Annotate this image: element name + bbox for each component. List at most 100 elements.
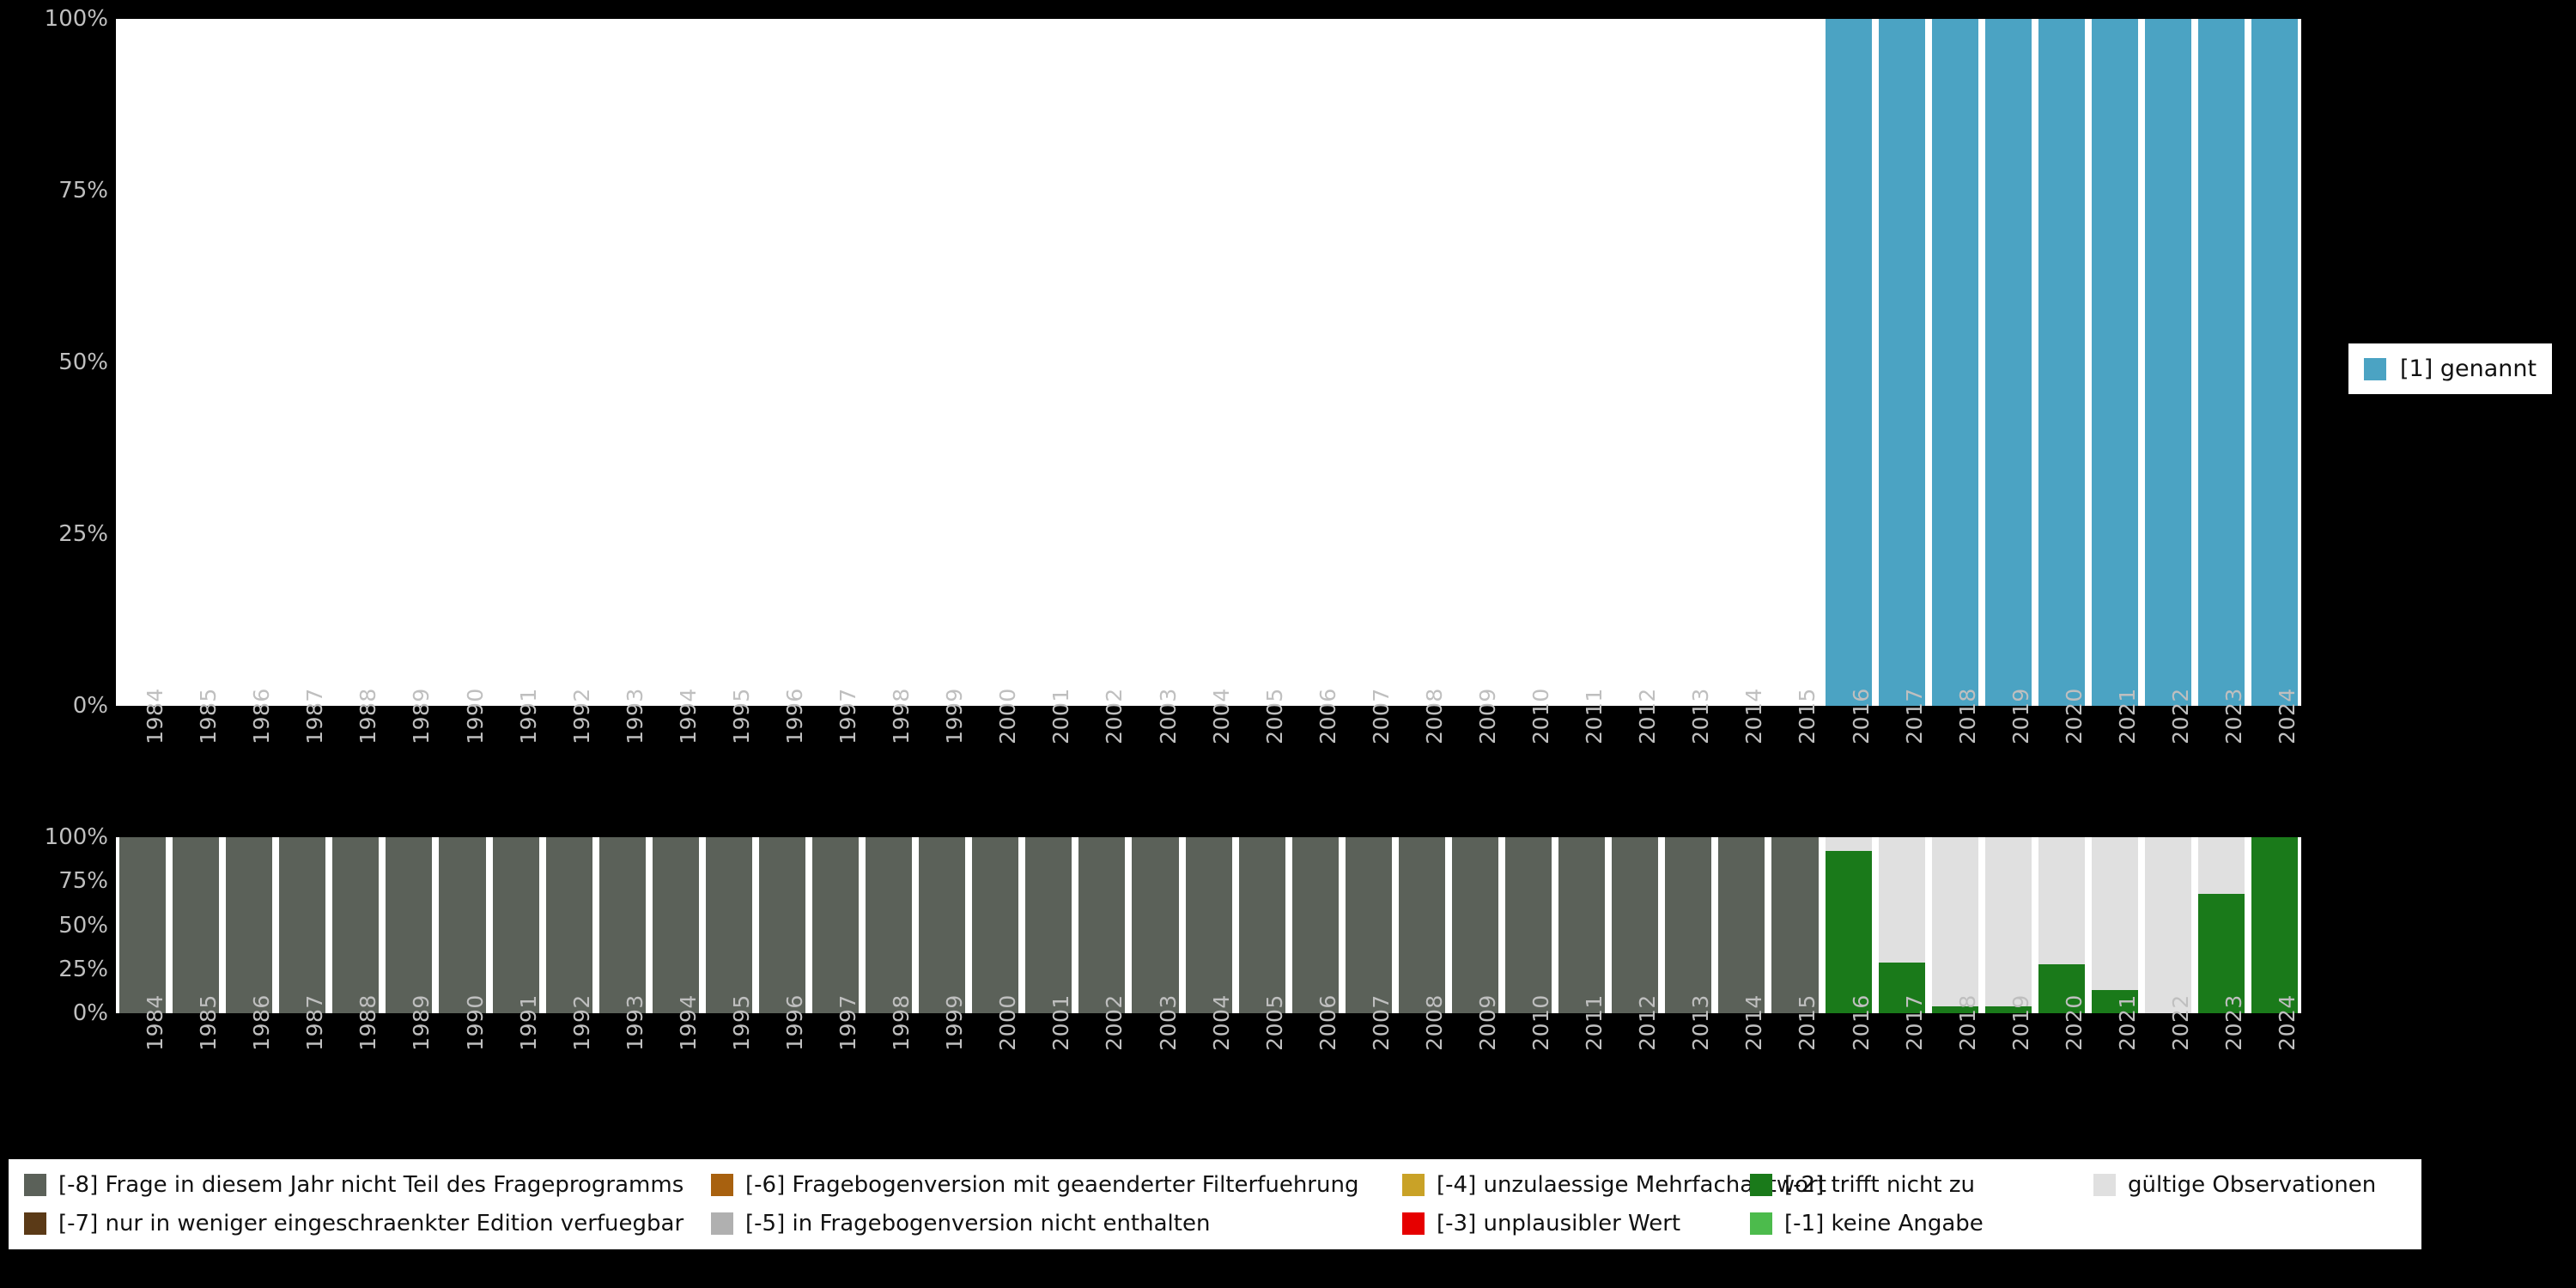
x-tick-label: 1990 xyxy=(462,688,488,744)
bar-segment xyxy=(812,837,860,1013)
bar-column xyxy=(596,837,649,1013)
bar-column xyxy=(649,837,702,1013)
x-tick: 2011 xyxy=(1555,994,1608,1121)
legend-label: gültige Observationen xyxy=(2128,1172,2377,1199)
x-tick: 2024 xyxy=(2248,994,2301,1121)
bar-segment xyxy=(2038,19,2085,706)
bar-segment xyxy=(1238,837,1285,1013)
x-tick-label: 1998 xyxy=(889,688,914,744)
x-tick: 1991 xyxy=(489,688,543,814)
bar-column xyxy=(1289,19,1342,706)
x-tick-label: 1986 xyxy=(249,994,275,1051)
bar-column xyxy=(1075,19,1128,706)
x-tick: 1991 xyxy=(489,994,543,1121)
x-tick-label: 2002 xyxy=(1102,688,1127,744)
x-tick-label: 2002 xyxy=(1102,994,1127,1051)
bar-stack xyxy=(1931,837,1978,1013)
x-tick-label: 2004 xyxy=(1208,994,1234,1051)
bar-segment xyxy=(2038,963,2085,1013)
x-tick: 1986 xyxy=(222,688,276,814)
bar-stack xyxy=(1185,837,1232,1013)
bar-column xyxy=(222,837,276,1013)
bar-stack xyxy=(1718,837,1765,1013)
bar-segment xyxy=(2091,837,2138,991)
x-tick-label: 2023 xyxy=(2221,994,2247,1051)
legend-item: [-3] unplausibler Wert xyxy=(1402,1211,1750,1236)
x-tick: 2018 xyxy=(1929,994,1982,1121)
bar-column xyxy=(1715,19,1768,706)
x-tick-label: 2024 xyxy=(2275,688,2300,744)
x-tick-label: 2001 xyxy=(1048,994,1074,1051)
bar-segment xyxy=(1451,837,1499,1013)
bar-stack xyxy=(1505,19,1552,706)
bar-segment xyxy=(1291,837,1339,1013)
bar-column xyxy=(276,837,329,1013)
bar-stack xyxy=(1025,837,1072,1013)
x-tick: 1997 xyxy=(809,994,862,1121)
bar-segment xyxy=(119,837,167,1013)
bar-stack xyxy=(866,837,913,1013)
x-tick-label: 2013 xyxy=(1688,688,1714,744)
x-tick-label: 1987 xyxy=(302,994,328,1051)
bar-stack xyxy=(173,837,220,1013)
x-tick-label: 2010 xyxy=(1528,688,1554,744)
x-tick-label: 2011 xyxy=(1582,994,1607,1051)
bar-column xyxy=(1715,837,1768,1013)
bar-stack xyxy=(1718,19,1765,706)
bar-stack xyxy=(1292,19,1339,706)
x-tick: 2006 xyxy=(1289,688,1342,814)
x-tick-label: 1997 xyxy=(835,688,861,744)
x-tick-label: 2020 xyxy=(2061,994,2087,1051)
bar-column xyxy=(1449,837,1502,1013)
bar-column xyxy=(1875,19,1929,706)
bar-column xyxy=(1236,837,1289,1013)
legend-label: [1] genannt xyxy=(2400,355,2537,382)
x-tick: 2023 xyxy=(2195,994,2248,1121)
bar-stack xyxy=(919,19,965,706)
bar-stack xyxy=(1984,837,2032,1013)
bar-segment xyxy=(1078,837,1126,1013)
bar-stack xyxy=(2251,19,2299,706)
bar-stack xyxy=(1665,19,1711,706)
x-tick-label: 1999 xyxy=(942,994,968,1051)
bar-stack xyxy=(226,837,273,1013)
bar-column xyxy=(1022,19,1075,706)
bar-column xyxy=(1982,837,2035,1013)
bar-segment xyxy=(1132,837,1179,1013)
bar-stack xyxy=(386,19,432,706)
x-tick-label: 2011 xyxy=(1582,688,1607,744)
bar-stack xyxy=(1825,19,1872,706)
x-tick: 2024 xyxy=(2248,688,2301,814)
bar-column xyxy=(1929,19,1982,706)
bar-column xyxy=(2142,837,2195,1013)
x-tick: 2008 xyxy=(1395,688,1449,814)
x-tick-label: 1989 xyxy=(409,688,434,744)
bar-stack xyxy=(546,19,592,706)
x-tick-label: 1988 xyxy=(355,994,381,1051)
bar-segment xyxy=(652,837,699,1013)
legend-item: [-2] trifft nicht zu xyxy=(1750,1172,2093,1198)
legend-item: [-8] Frage in diesem Jahr nicht Teil des… xyxy=(24,1172,711,1198)
x-tick-label: 1998 xyxy=(889,994,914,1051)
bar-segment xyxy=(1931,1005,1978,1013)
legend-label: [-5] in Fragebogenversion nicht enthalte… xyxy=(745,1210,1211,1236)
x-tick-label: 1991 xyxy=(515,688,541,744)
x-tick: 2015 xyxy=(1768,994,1821,1121)
bar-segment xyxy=(1984,1005,2032,1013)
bar-column xyxy=(1608,19,1662,706)
bar-stack xyxy=(972,19,1018,706)
x-tick-label: 1999 xyxy=(942,688,968,744)
x-tick-label: 2008 xyxy=(1421,688,1447,744)
x-tick: 2009 xyxy=(1449,688,1502,814)
x-tick-label: 2009 xyxy=(1474,688,1500,744)
x-tick-label: 2016 xyxy=(1848,688,1874,744)
legend-item: gültige Observationen xyxy=(2093,1172,2420,1198)
x-tick-label: 2021 xyxy=(2114,994,2140,1051)
bar-stack xyxy=(919,837,966,1013)
legend-item: [-1] keine Angabe xyxy=(1750,1211,2093,1236)
x-tick-label: 2000 xyxy=(995,688,1021,744)
bar-segment xyxy=(2091,19,2138,706)
bar-column xyxy=(1075,837,1128,1013)
x-tick-label: 2005 xyxy=(1261,688,1287,744)
bar-stack xyxy=(972,837,1019,1013)
